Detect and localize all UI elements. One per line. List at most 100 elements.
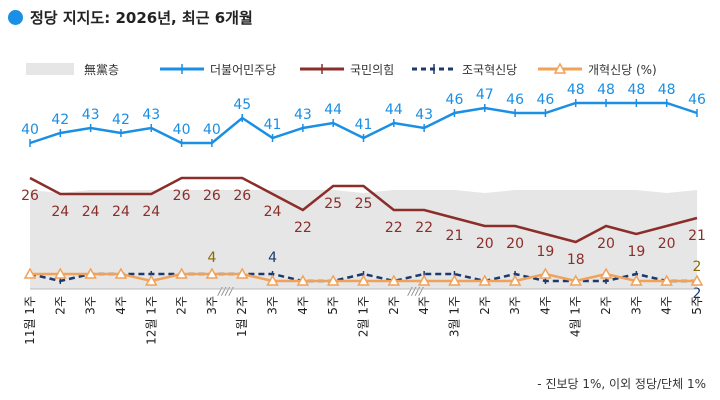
undecided-area bbox=[30, 190, 697, 289]
data-point-marker bbox=[266, 274, 279, 286]
annotation-label: 4 bbox=[207, 250, 216, 266]
data-label: 21 bbox=[688, 228, 706, 244]
data-label: 25 bbox=[355, 196, 373, 212]
data-label: 46 bbox=[446, 92, 464, 108]
axis-break-mark: //// bbox=[407, 285, 424, 298]
data-label: 22 bbox=[294, 220, 312, 236]
data-point-marker bbox=[569, 274, 583, 286]
x-tick-label: 5주 bbox=[326, 296, 340, 315]
data-label: 48 bbox=[567, 82, 585, 98]
data-label: 46 bbox=[536, 92, 554, 108]
area-undecided bbox=[30, 190, 697, 289]
x-tick-label: 12월 1주 bbox=[144, 296, 158, 345]
data-label: 48 bbox=[658, 82, 676, 98]
data-label: 26 bbox=[21, 188, 39, 204]
data-label: 43 bbox=[294, 107, 312, 123]
data-label: 43 bbox=[142, 107, 160, 123]
data-label: 26 bbox=[233, 188, 251, 204]
data-label: 41 bbox=[264, 117, 282, 133]
data-point-marker bbox=[387, 274, 401, 286]
data-label: 47 bbox=[476, 87, 494, 103]
data-label: 46 bbox=[506, 92, 524, 108]
data-point-marker bbox=[448, 274, 461, 286]
x-tick-label: 2주 bbox=[478, 296, 492, 315]
x-tick-label: 4주 bbox=[538, 296, 552, 315]
data-point-marker bbox=[599, 267, 613, 279]
data-point-marker bbox=[54, 267, 67, 279]
data-point-marker bbox=[357, 274, 370, 286]
x-tick-label: 3주 bbox=[84, 296, 98, 315]
data-label: 48 bbox=[627, 82, 645, 98]
chart-title: 정당 지지도: 2026년, 최근 6개월 bbox=[8, 6, 253, 28]
axis-break-marks: //// //// bbox=[217, 285, 424, 298]
x-tick-label: 3월 1주 bbox=[447, 296, 461, 337]
annotation-label: 4 bbox=[268, 250, 277, 266]
x-tick-label: 1월 2주 bbox=[235, 296, 249, 337]
data-label: 20 bbox=[658, 236, 676, 252]
data-label: 22 bbox=[385, 220, 403, 236]
legend-marker bbox=[553, 62, 567, 74]
data-label: 20 bbox=[506, 236, 524, 252]
x-tick-label: 3주 bbox=[205, 296, 219, 315]
x-tick-label: 2주 bbox=[175, 296, 189, 315]
footnote: - 진보당 1%, 이외 정당/단체 1% bbox=[537, 377, 706, 391]
data-point-marker bbox=[205, 267, 219, 279]
data-label: 46 bbox=[688, 92, 706, 108]
data-label: 24 bbox=[264, 204, 282, 220]
data-point-marker bbox=[144, 274, 158, 286]
chart-title-text: 정당 지지도: 2026년, 최근 6개월 bbox=[30, 8, 253, 27]
data-point-marker bbox=[478, 274, 492, 286]
annotation-label: 2 bbox=[693, 286, 702, 302]
data-label: 22 bbox=[415, 220, 433, 236]
data-label: 24 bbox=[112, 204, 130, 220]
x-tick-label: 4주 bbox=[296, 296, 310, 315]
data-label: 24 bbox=[82, 204, 100, 220]
x-tick-label: 4월 1주 bbox=[569, 296, 583, 337]
x-tick-label: 5주 bbox=[690, 296, 704, 315]
data-label: 20 bbox=[597, 236, 615, 252]
x-tick-label: 4주 bbox=[114, 296, 128, 315]
series-line bbox=[29, 272, 697, 283]
legend: 無黨층 더불어민주당 국민의힘 조국혁신당 개혁신당 (%) bbox=[26, 62, 657, 77]
data-label: 20 bbox=[476, 236, 494, 252]
series-line bbox=[29, 176, 698, 244]
annotation-label: 2 bbox=[693, 259, 702, 275]
data-point-marker bbox=[326, 274, 340, 286]
legend-label: 국민의힘 bbox=[350, 63, 394, 77]
data-label: 40 bbox=[173, 122, 191, 138]
x-tick-label: 2월 1주 bbox=[357, 296, 371, 337]
series-lines bbox=[23, 99, 704, 286]
data-label: 43 bbox=[415, 107, 433, 123]
legend-swatch-undecided bbox=[26, 63, 74, 75]
data-point-marker bbox=[114, 267, 128, 279]
data-label: 45 bbox=[233, 97, 251, 113]
data-label: 24 bbox=[51, 204, 69, 220]
x-tick-label: 4주 bbox=[417, 296, 431, 315]
data-label: 19 bbox=[627, 244, 645, 260]
data-label: 43 bbox=[82, 107, 100, 123]
data-point-marker bbox=[23, 267, 37, 279]
x-tick-label: 2주 bbox=[53, 296, 67, 315]
data-label: 25 bbox=[324, 196, 342, 212]
x-tick-label: 3주 bbox=[508, 296, 522, 315]
data-label: 26 bbox=[203, 188, 221, 204]
data-point-marker bbox=[235, 267, 249, 279]
data-label: 26 bbox=[173, 188, 191, 204]
data-point-marker bbox=[296, 274, 310, 286]
data-label: 44 bbox=[324, 102, 342, 118]
data-label: 48 bbox=[597, 82, 615, 98]
data-point-marker bbox=[508, 274, 522, 286]
legend-label: 더불어민주당 bbox=[210, 63, 276, 77]
legend-label: 無黨층 bbox=[84, 62, 119, 77]
data-label: 42 bbox=[51, 112, 69, 128]
x-tick-label: 2주 bbox=[599, 296, 613, 315]
x-tick-label: 3주 bbox=[629, 296, 643, 315]
x-tick-label: 3주 bbox=[266, 296, 280, 315]
data-point-marker bbox=[175, 267, 188, 279]
data-label: 21 bbox=[446, 228, 464, 244]
data-label: 41 bbox=[355, 117, 373, 133]
data-point-marker bbox=[84, 267, 97, 279]
data-point-marker bbox=[690, 274, 704, 286]
data-label: 19 bbox=[536, 244, 554, 260]
